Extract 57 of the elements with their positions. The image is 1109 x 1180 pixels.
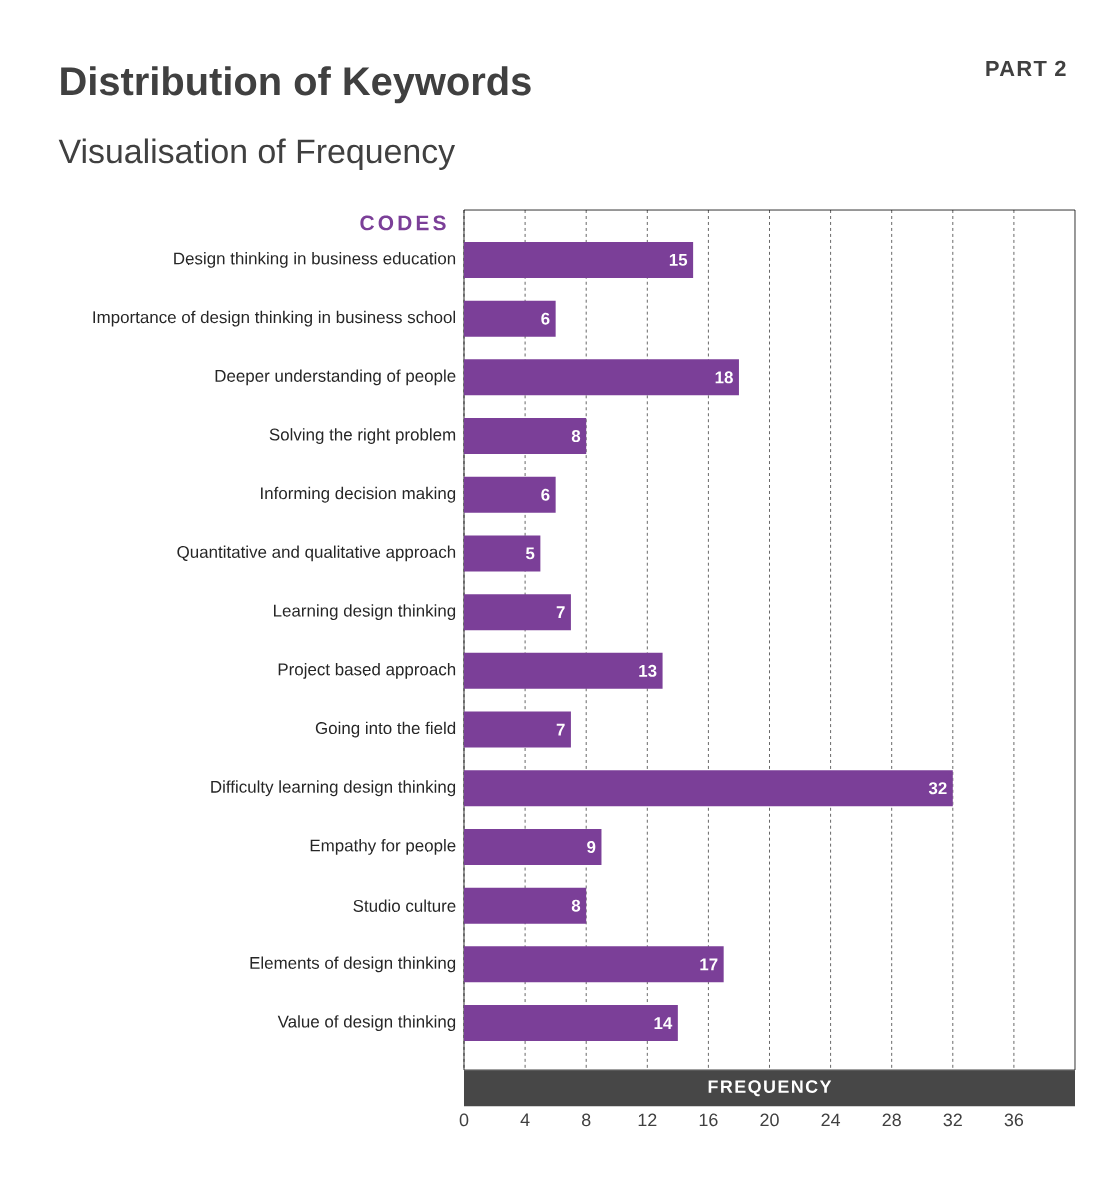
data-label: 32 xyxy=(928,782,947,795)
bar xyxy=(464,946,724,983)
data-label: 14 xyxy=(654,1017,673,1029)
bar xyxy=(464,594,571,631)
x-tick-label: 32 xyxy=(943,1113,962,1127)
bar xyxy=(464,711,571,748)
chart-subtitle: Visualisation of Frequency xyxy=(58,138,456,171)
y-tick-label: Empathy for people xyxy=(310,839,456,855)
text: PART 2 xyxy=(986,60,1066,77)
data-label: 9 xyxy=(587,840,596,853)
bar xyxy=(464,359,739,396)
x-tick-label: 0 xyxy=(459,1113,469,1127)
data-label: 7 xyxy=(556,606,565,618)
y-tick-label: Going into the field xyxy=(315,721,456,738)
y-tick-label: Learning design thinking xyxy=(274,604,456,621)
y-tick-label: Design thinking in business education xyxy=(174,252,456,268)
data-label: 15 xyxy=(669,254,688,266)
y-tick-label: Project based approach xyxy=(278,662,456,679)
x-tick-label: 24 xyxy=(821,1113,841,1127)
data-label: 8 xyxy=(571,430,581,443)
x-tick-label: 8 xyxy=(581,1113,591,1127)
y-axis-title: CODES xyxy=(360,215,446,231)
y-tick-label: Studio culture xyxy=(353,899,456,912)
y-tick-label: Importance of design thinking in business school xyxy=(93,310,456,327)
x-tick-label: 16 xyxy=(699,1113,718,1127)
chart-title: Distribution of Keywords xyxy=(61,66,531,104)
y-tick-label: Deeper understanding of people xyxy=(215,369,456,386)
x-tick-label: 36 xyxy=(1004,1113,1024,1127)
bar xyxy=(464,535,541,572)
bar xyxy=(464,652,663,689)
bar xyxy=(464,300,556,337)
data-label: 18 xyxy=(715,371,733,384)
bar xyxy=(464,828,602,865)
data-label: 17 xyxy=(700,958,718,971)
y-tick-label: Value of design thinking xyxy=(277,1015,456,1031)
data-label: 5 xyxy=(525,547,535,560)
bar xyxy=(464,770,953,807)
bar xyxy=(464,476,556,513)
data-label: 6 xyxy=(541,312,550,325)
y-tick-label: Informing decision making xyxy=(261,486,456,503)
bar xyxy=(464,418,587,455)
y-tick-label: Difficulty learning design thinking xyxy=(211,780,456,797)
data-label: 7 xyxy=(556,723,565,736)
data-label: 13 xyxy=(639,664,657,677)
y-tick-label: Elements of design thinking xyxy=(250,956,456,973)
x-axis-title: FREQUENCY xyxy=(708,1080,832,1097)
bar xyxy=(464,887,587,924)
bar xyxy=(464,1005,678,1042)
x-tick-label: 20 xyxy=(760,1113,779,1127)
x-tick-label: 4 xyxy=(520,1113,530,1126)
data-label: 8 xyxy=(571,899,581,912)
x-tick-label: 28 xyxy=(882,1113,901,1127)
y-tick-label: Quantitative and qualitative approach xyxy=(177,545,456,562)
y-tick-label: Solving the right problem xyxy=(269,428,456,444)
bar xyxy=(464,241,694,278)
data-label: 6 xyxy=(541,488,550,501)
x-tick-label: 12 xyxy=(638,1113,657,1127)
